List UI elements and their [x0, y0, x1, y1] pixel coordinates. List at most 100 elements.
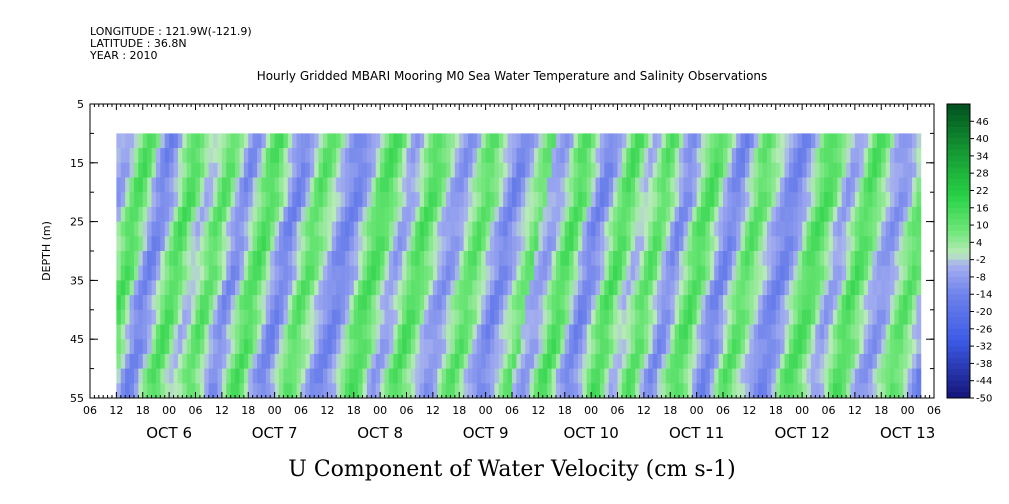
heatmap-cell: [736, 251, 741, 267]
heatmap-cell: [520, 162, 526, 178]
heatmap-cell: [314, 221, 319, 237]
heatmap-cell: [683, 353, 689, 369]
colorbar-swatch: [947, 115, 970, 122]
heatmap-cell: [419, 280, 425, 296]
heatmap-cell: [907, 221, 913, 237]
heatmap-cell: [533, 295, 539, 311]
heatmap-cell: [635, 309, 640, 325]
heatmap-cell: [261, 295, 267, 311]
heatmap-cell: [485, 280, 491, 296]
heatmap-cell: [472, 353, 478, 369]
heatmap-cell: [331, 280, 337, 296]
heatmap-cell: [727, 251, 733, 267]
heatmap-cell: [758, 265, 763, 281]
heatmap-cell: [472, 236, 478, 252]
heatmap-cell: [846, 295, 851, 311]
heatmap-cell: [762, 265, 768, 281]
heatmap-cell: [749, 133, 755, 149]
heatmap-cell: [881, 206, 887, 222]
heatmap-cell: [424, 368, 429, 384]
heatmap-cell: [393, 206, 399, 222]
heatmap-cell: [252, 192, 258, 208]
heatmap-cell: [731, 368, 737, 384]
heatmap-cell: [564, 353, 570, 369]
heatmap-cell: [366, 206, 372, 222]
heatmap-cell: [428, 309, 434, 325]
heatmap-cell: [257, 133, 262, 149]
heatmap-cell: [617, 236, 623, 252]
heatmap-cell: [841, 295, 847, 311]
heatmap-cell: [388, 324, 394, 340]
heatmap-cell: [301, 280, 306, 296]
heatmap-cell: [366, 265, 372, 281]
heatmap-cell: [195, 353, 201, 369]
heatmap-cell: [151, 280, 157, 296]
heatmap-cell: [797, 280, 803, 296]
x-tick-label: 00: [584, 404, 598, 417]
heatmap-cell: [217, 251, 223, 267]
heatmap-cell: [824, 324, 829, 340]
heatmap-cell: [441, 251, 447, 267]
heatmap-cell: [147, 206, 152, 222]
heatmap-cell: [784, 133, 790, 149]
heatmap-cell: [753, 265, 759, 281]
heatmap-cell: [793, 265, 799, 281]
heatmap-cell: [358, 324, 363, 340]
heatmap-cell: [358, 221, 363, 237]
heatmap-cell: [810, 309, 816, 325]
heatmap-cell: [538, 133, 544, 149]
heatmap-cell: [485, 251, 491, 267]
heatmap-cell: [582, 206, 588, 222]
heatmap-cell: [916, 324, 922, 340]
heatmap-cell: [199, 368, 205, 384]
heatmap-cell: [784, 251, 790, 267]
heatmap-cell: [674, 324, 680, 340]
heatmap-cell: [309, 192, 315, 208]
heatmap-cell: [595, 368, 601, 384]
heatmap-cell: [555, 295, 561, 311]
heatmap-cell: [819, 236, 825, 252]
heatmap-cell: [490, 368, 495, 384]
heatmap-cell: [815, 192, 821, 208]
heatmap-cell: [894, 192, 900, 208]
heatmap-cell: [898, 339, 904, 355]
heatmap-cell: [164, 221, 170, 237]
heatmap-cell: [701, 251, 706, 267]
heatmap-cell: [560, 280, 566, 296]
heatmap-cell: [876, 265, 882, 281]
heatmap-cell: [204, 162, 210, 178]
heatmap-cell: [226, 309, 232, 325]
heatmap-cell: [349, 265, 355, 281]
heatmap-cell: [687, 309, 693, 325]
heatmap-cell: [287, 251, 293, 267]
heatmap-cell: [555, 177, 561, 193]
heatmap-cell: [424, 265, 429, 281]
heatmap-cell: [850, 221, 856, 237]
heatmap-cell: [301, 339, 306, 355]
heatmap-cell: [191, 221, 196, 237]
heatmap-cell: [599, 236, 605, 252]
heatmap-cell: [415, 236, 421, 252]
heatmap-cell: [468, 177, 473, 193]
heatmap-cell: [810, 383, 816, 399]
heatmap-cell: [599, 148, 605, 164]
heatmap-cell: [533, 206, 539, 222]
heatmap-cell: [586, 206, 592, 222]
heatmap-cell: [353, 177, 359, 193]
colorbar-swatch: [947, 213, 970, 220]
heatmap-cell: [235, 236, 240, 252]
heatmap-cell: [859, 295, 865, 311]
heatmap-cell: [204, 192, 210, 208]
heatmap-cell: [560, 251, 566, 267]
heatmap-cell: [261, 221, 267, 237]
heatmap-cell: [437, 236, 443, 252]
heatmap-cell: [384, 206, 390, 222]
heatmap-cell: [507, 339, 513, 355]
heatmap-cell: [248, 133, 254, 149]
heatmap-cell: [336, 206, 341, 222]
heatmap-cell: [441, 177, 447, 193]
heatmap-cell: [472, 383, 478, 399]
heatmap-cell: [744, 265, 750, 281]
heatmap-cell: [810, 339, 816, 355]
heatmap-cell: [657, 324, 662, 340]
